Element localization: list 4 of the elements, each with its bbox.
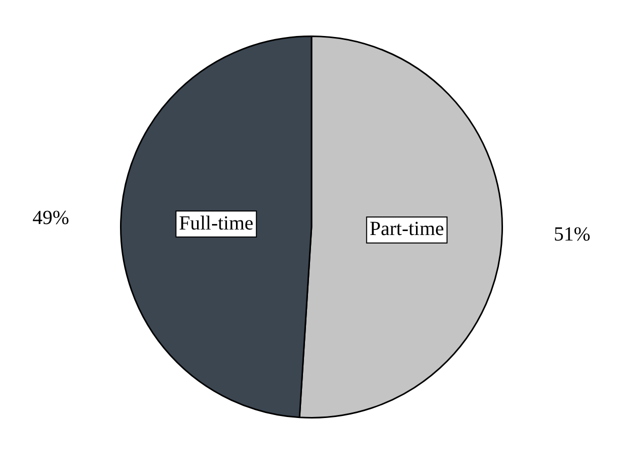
slice-label: Part-time <box>370 218 444 240</box>
data-label: 51% <box>554 223 590 246</box>
data-label: 49% <box>32 207 70 230</box>
slice-label: Full-time <box>178 212 254 234</box>
